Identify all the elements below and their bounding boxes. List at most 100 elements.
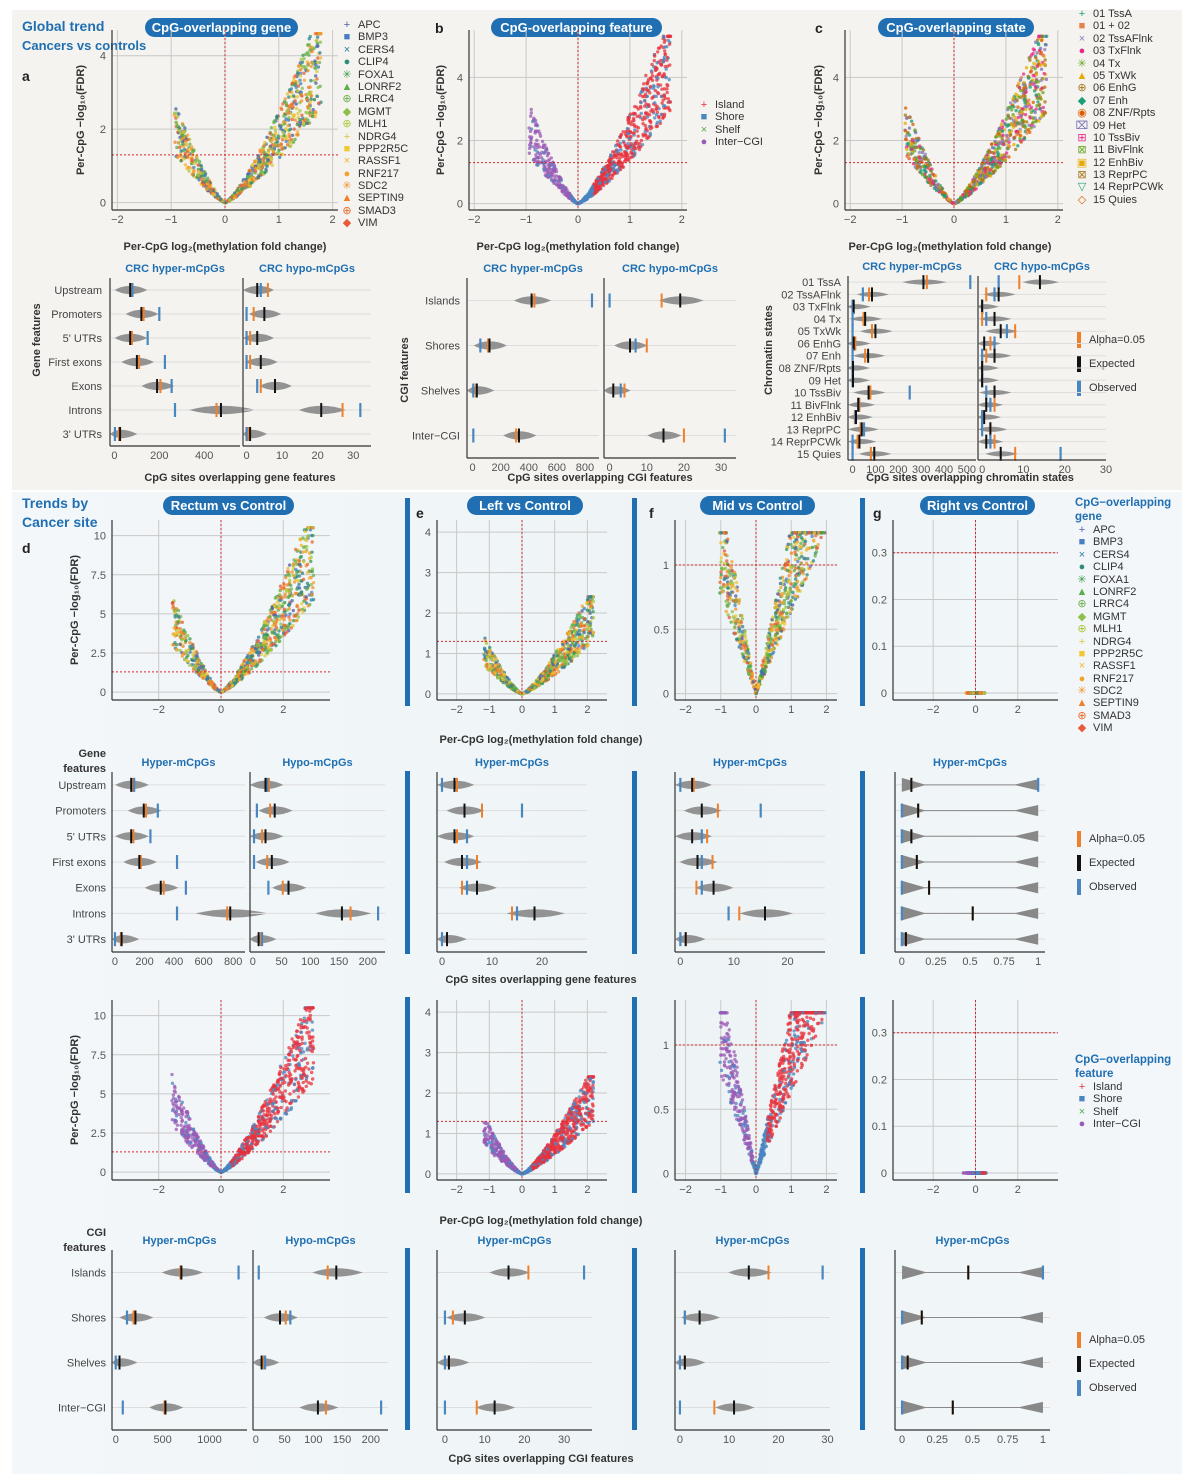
data-point	[286, 566, 290, 571]
data-point	[535, 138, 539, 143]
data-point	[528, 129, 533, 134]
data-point	[273, 128, 278, 133]
data-point	[527, 146, 532, 151]
data-point	[1018, 133, 1023, 138]
data-point	[528, 135, 532, 139]
data-point	[612, 164, 617, 168]
legend-item: + APC	[340, 19, 408, 31]
data-point	[998, 146, 1002, 150]
legend-item: ● Inter−CGI	[1075, 1118, 1175, 1130]
data-point	[287, 128, 291, 132]
data-point	[187, 663, 192, 667]
legend-label: SDC2	[1093, 685, 1123, 698]
data-point	[298, 538, 303, 542]
data-point	[595, 190, 599, 194]
data-point	[287, 132, 291, 136]
data-point	[589, 595, 593, 599]
data-point	[611, 173, 615, 177]
data-point	[304, 549, 308, 554]
data-point	[591, 616, 596, 620]
data-point	[1000, 129, 1005, 133]
data-point	[1029, 69, 1034, 73]
sig-legend-label: Expected	[1089, 1358, 1135, 1370]
data-point	[244, 183, 249, 188]
x-tick-label: 1	[1003, 214, 1009, 226]
data-point	[546, 151, 551, 156]
sig-legend-label: Alpha=0.05	[1089, 1334, 1145, 1346]
data-point	[304, 110, 308, 115]
data-point	[559, 184, 563, 188]
data-point	[1012, 105, 1016, 109]
data-point	[1007, 155, 1011, 159]
data-point	[310, 569, 314, 574]
bmp3-marker-icon: ■	[1078, 536, 1086, 549]
data-point	[1011, 96, 1016, 100]
data-point	[1028, 80, 1033, 85]
data-point	[309, 555, 313, 559]
11-bivflnk-marker-icon: ⊠	[1077, 144, 1087, 157]
data-point	[291, 105, 295, 109]
legend-label: 08 ZNF/Rpts	[1093, 107, 1156, 120]
data-point	[261, 636, 266, 640]
pill-gene: CpG-overlapping gene	[145, 18, 298, 37]
legend-label: BMP3	[1093, 536, 1123, 549]
data-point	[561, 642, 565, 647]
data-point	[266, 648, 270, 653]
data-point	[280, 614, 284, 618]
legend-label: Shore	[1093, 1093, 1123, 1106]
data-point	[487, 645, 492, 650]
data-point	[298, 117, 302, 122]
data-point	[253, 646, 258, 651]
legend-feature-site: CpG−overlapping feature + Island ■ Shore × Sh…	[1075, 1053, 1175, 1131]
panel-letter-e: e	[416, 505, 424, 521]
data-point	[278, 155, 282, 159]
data-point	[188, 148, 192, 152]
data-point	[299, 99, 304, 103]
data-point	[633, 111, 637, 116]
data-point	[1005, 133, 1009, 138]
data-point	[639, 138, 644, 143]
legend-item: ● RNF217	[1075, 673, 1175, 685]
data-point	[269, 648, 273, 652]
sig-swatch-icon	[1077, 332, 1081, 349]
legend-item: ■ Shore	[1075, 1093, 1175, 1105]
data-point	[277, 636, 281, 640]
data-point	[295, 95, 300, 99]
data-point	[307, 576, 312, 580]
global-trend-title: Global trend	[22, 18, 105, 34]
x-tick-label: −2	[111, 214, 124, 226]
data-point	[293, 573, 297, 578]
data-point	[313, 74, 318, 78]
data-point	[923, 152, 928, 156]
data-point	[1042, 112, 1046, 116]
legend-item: ⊕ 06 EnhG	[1075, 82, 1163, 94]
data-point	[263, 654, 267, 658]
data-point	[266, 645, 270, 650]
data-point	[1013, 147, 1018, 152]
data-point	[1035, 51, 1039, 55]
x-tick-label: 0	[222, 214, 228, 226]
data-point	[596, 176, 600, 181]
vim-marker-icon: ◆	[342, 217, 352, 230]
data-point	[279, 135, 284, 139]
y-tick-label: 3	[425, 568, 431, 580]
data-point	[270, 139, 274, 143]
data-point	[993, 157, 997, 162]
data-point	[294, 618, 298, 623]
legend-label: CERS4	[358, 43, 395, 56]
data-point	[262, 633, 266, 637]
data-point	[1027, 98, 1031, 102]
data-point	[314, 39, 318, 43]
legend-label: 14 ReprPCWk	[1093, 181, 1164, 194]
data-point	[928, 173, 932, 178]
x-tick-label: 1	[276, 214, 282, 226]
data-point	[505, 683, 510, 687]
data-point	[539, 156, 544, 160]
data-point	[632, 146, 636, 150]
data-point	[298, 78, 302, 82]
data-point	[658, 119, 662, 123]
data-point	[306, 583, 311, 588]
data-point	[569, 655, 574, 659]
data-point	[281, 102, 285, 106]
